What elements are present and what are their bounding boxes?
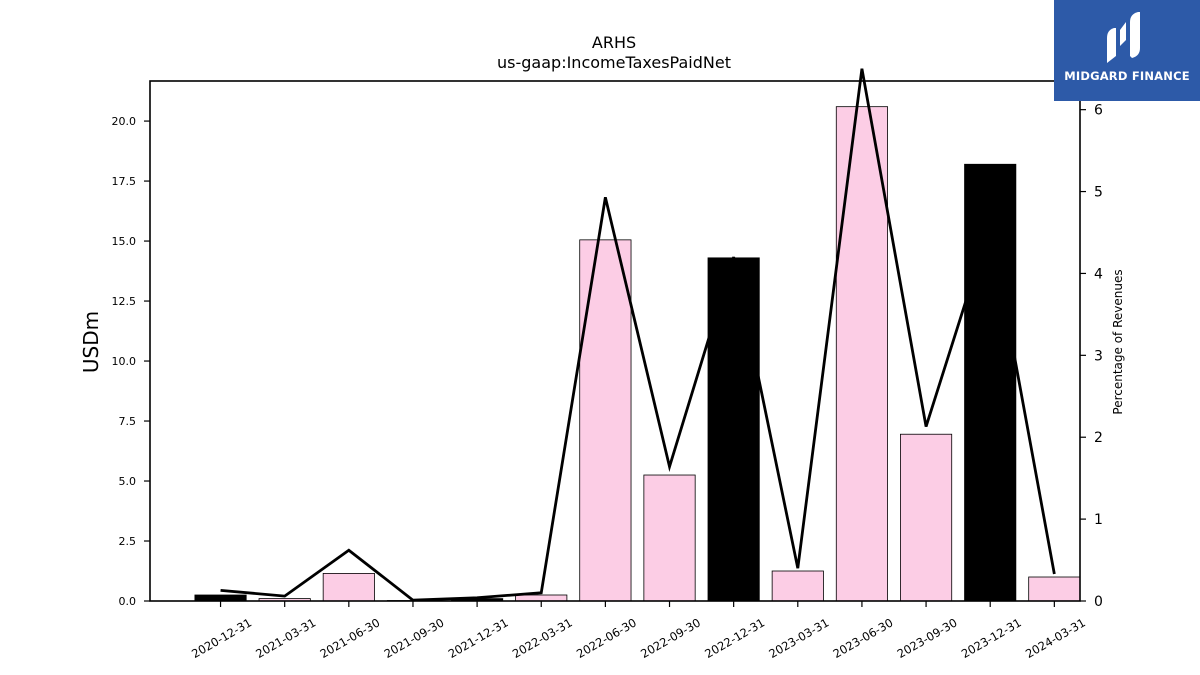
y-right-tick-label: 0 [1094, 594, 1103, 610]
x-tick-label: 2022-09-30 [638, 615, 703, 661]
y-right-tick-label: 3 [1094, 348, 1103, 364]
revenue-percentage-line [220, 68, 1056, 602]
bar [322, 573, 375, 602]
bar [900, 433, 953, 602]
logo-text: MIDGARD FINANCE [1064, 69, 1190, 83]
y-right-tick-label: 5 [1094, 185, 1103, 201]
y-tick-label: 17.5 [112, 175, 137, 188]
x-tick-label: 2022-06-30 [574, 615, 639, 661]
chart-subtitle: us-gaap:IncomeTaxesPaidNet [497, 53, 731, 72]
bar [194, 594, 247, 602]
y-tick-label: 2.5 [119, 535, 137, 548]
y-tick-label: 20.0 [112, 115, 137, 128]
x-tick-label: 2023-03-31 [766, 615, 831, 661]
x-tick-label: 2023-06-30 [831, 615, 896, 661]
x-tick-label: 2023-12-31 [959, 615, 1024, 661]
x-tick-label: 2022-12-31 [702, 615, 767, 661]
bar [771, 570, 824, 602]
bar [964, 163, 1017, 602]
bar [515, 594, 568, 602]
y-tick-label: 10.0 [112, 355, 137, 368]
y-tick-label: 5.0 [119, 475, 137, 488]
x-tick-label: 2021-06-30 [317, 615, 382, 661]
bar [1028, 576, 1081, 602]
bar [835, 106, 888, 602]
y-right-tick-label: 1 [1094, 512, 1103, 528]
y-right-tick-label: 6 [1094, 103, 1103, 119]
x-tick-label: 2024-03-31 [1023, 615, 1088, 661]
x-tick-label: 2022-03-31 [510, 615, 575, 661]
x-tick-label: 2021-03-31 [253, 615, 318, 661]
y-tick-label: 15.0 [112, 235, 137, 248]
plot-frame [149, 80, 1081, 602]
x-tick-label: 2021-09-30 [382, 615, 447, 661]
y-tick-label: 0.0 [119, 595, 137, 608]
y-axis-right-label: Percentage of Revenues [1111, 269, 1125, 414]
y-tick-label: 7.5 [119, 415, 137, 428]
logo-mark-icon [1107, 12, 1140, 63]
bar [579, 239, 632, 602]
bar [707, 257, 760, 602]
chart-title: ARHS [592, 33, 636, 52]
x-tick-label: 2023-09-30 [895, 615, 960, 661]
x-tick-label: 2021-12-31 [446, 615, 511, 661]
bar [643, 474, 696, 602]
midgard-finance-logo: MIDGARD FINANCE [1054, 0, 1200, 101]
y-tick-label: 12.5 [112, 295, 137, 308]
y-axis-label: USDm [79, 311, 103, 373]
y-right-tick-label: 2 [1094, 430, 1103, 446]
x-tick-label: 2020-12-31 [189, 615, 254, 661]
y-right-tick-label: 4 [1094, 266, 1103, 282]
